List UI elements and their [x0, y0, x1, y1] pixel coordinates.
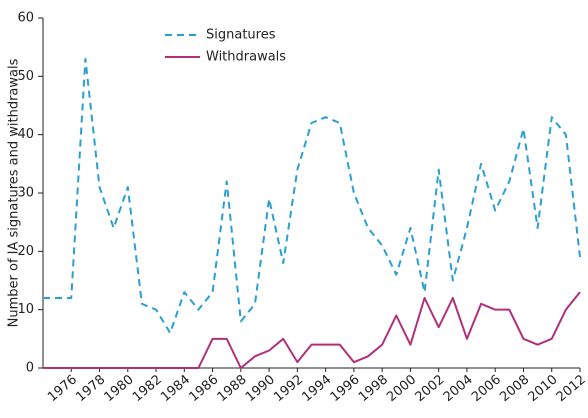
y-axis-label: Number of IA signatures and withdrawals	[7, 58, 22, 327]
x-tick-label: 1976	[45, 372, 80, 405]
y-tick-label: 10	[17, 302, 34, 317]
legend-label: Withdrawals	[206, 50, 286, 65]
x-tick-label: 2008	[497, 372, 532, 405]
x-tick-label: 1992	[271, 372, 306, 405]
x-tick-label: 1998	[356, 372, 391, 405]
y-tick-label: 50	[17, 69, 34, 84]
x-tick-label: 1994	[299, 372, 334, 405]
y-tick-label: 30	[17, 186, 34, 201]
x-tick-label: 1980	[102, 372, 137, 405]
x-tick-label: 1990	[243, 372, 278, 405]
x-tick-label: 1996	[328, 372, 363, 405]
y-tick-label: 0	[26, 361, 34, 376]
y-tick-label: 40	[17, 127, 34, 142]
x-tick-label: 2006	[469, 372, 504, 405]
x-tick-label: 1986	[186, 372, 221, 405]
x-tick-label: 1988	[215, 372, 250, 405]
x-tick-label: 2000	[384, 372, 419, 405]
x-tick-label: 2010	[526, 372, 561, 405]
x-tick-label: 2012	[554, 372, 588, 405]
x-tick-label: 2002	[413, 372, 448, 405]
series-line	[43, 291, 581, 369]
x-tick-label: 1984	[158, 372, 193, 405]
x-tick-label: 1982	[130, 372, 165, 405]
x-tick-label: 1978	[73, 372, 108, 405]
series-line	[43, 57, 581, 334]
legend-label: Signatures	[206, 28, 276, 43]
y-tick-label: 20	[17, 244, 34, 259]
y-tick-label: 60	[17, 11, 34, 26]
x-tick-label: 2004	[441, 372, 476, 405]
